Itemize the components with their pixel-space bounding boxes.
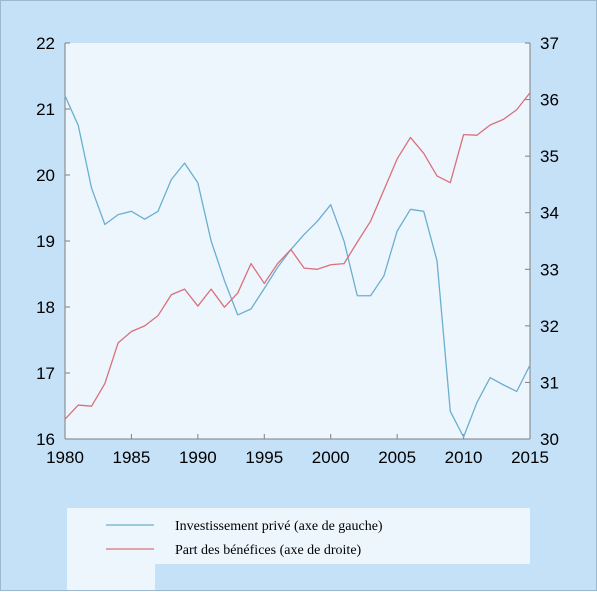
left-tick-label: 16: [36, 430, 55, 449]
legend-label-2: Part des bénéfices (axe de droite): [175, 543, 362, 558]
right-tick-label: 37: [540, 34, 559, 53]
left-tick-label: 18: [36, 298, 55, 317]
series-line-2: [64, 92, 531, 420]
x-tick-label: 2015: [511, 448, 549, 467]
x-tick-label: 2010: [445, 448, 483, 467]
left-tick-label: 22: [36, 34, 55, 53]
right-tick-label: 33: [540, 260, 559, 279]
legend-box: [67, 508, 530, 564]
x-tick-label: 2005: [378, 448, 416, 467]
right-tick-label: 35: [540, 147, 559, 166]
right-tick-label: 32: [540, 317, 559, 336]
x-tick-label: 1990: [179, 448, 217, 467]
x-tick-label: 1980: [46, 448, 84, 467]
right-tick-label: 34: [540, 204, 559, 223]
x-tick-label: 2000: [312, 448, 350, 467]
left-tick-label: 19: [36, 232, 55, 251]
right-tick-label: 30: [540, 430, 559, 449]
series-line-1: [64, 95, 531, 438]
tick-labels: 16 17 18 19 20 21 22 30 31 32 33 34 35 36 37 1980 1985 19…: [36, 34, 559, 467]
right-tick-label: 36: [540, 91, 559, 110]
axes: [64, 42, 531, 440]
legend-label-1: Investissement privé (axe de gauche): [175, 519, 383, 534]
left-tick-label: 20: [36, 166, 55, 185]
plot-area: [65, 43, 530, 439]
legend-box-tab: [67, 564, 155, 590]
left-tick-label: 21: [36, 100, 55, 119]
left-tick-label: 17: [36, 364, 55, 383]
x-tick-label: 1985: [113, 448, 151, 467]
right-tick-label: 31: [540, 373, 559, 392]
series: [64, 92, 531, 438]
x-tick-label: 1995: [245, 448, 283, 467]
legend: Investissement privé (axe de gauche) Part…: [106, 519, 383, 558]
